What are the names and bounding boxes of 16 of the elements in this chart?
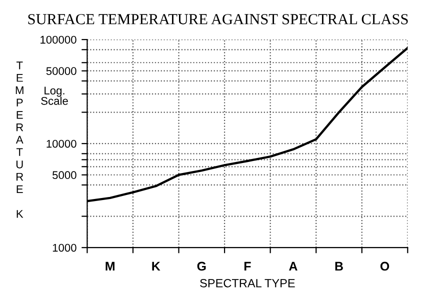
- y-tick-label: 50000: [46, 67, 76, 75]
- x-tick-label: F: [244, 262, 251, 271]
- text: Log. Scale: [41, 86, 68, 105]
- x-tick-label: M: [106, 262, 114, 271]
- y-tick-label: 1000: [52, 244, 76, 252]
- y-tick-label: 5000: [52, 171, 76, 180]
- x-tick-label: K: [152, 262, 160, 271]
- x-tick-label: B: [335, 262, 343, 271]
- x-axis-title: SPECTRAL TYPE: [200, 278, 295, 288]
- chart-title: SURFACE TEMPERATURE AGAINST SPECTRAL CLASS: [28, 14, 408, 24]
- x-tick-label: A: [289, 262, 298, 271]
- y-tick-label: 10000: [46, 140, 76, 148]
- x-tick-label: G: [197, 262, 206, 271]
- x-tick-label: O: [380, 262, 390, 271]
- text: TEMPERATURE K: [16, 62, 24, 218]
- y-tick-label: 100000: [40, 36, 76, 44]
